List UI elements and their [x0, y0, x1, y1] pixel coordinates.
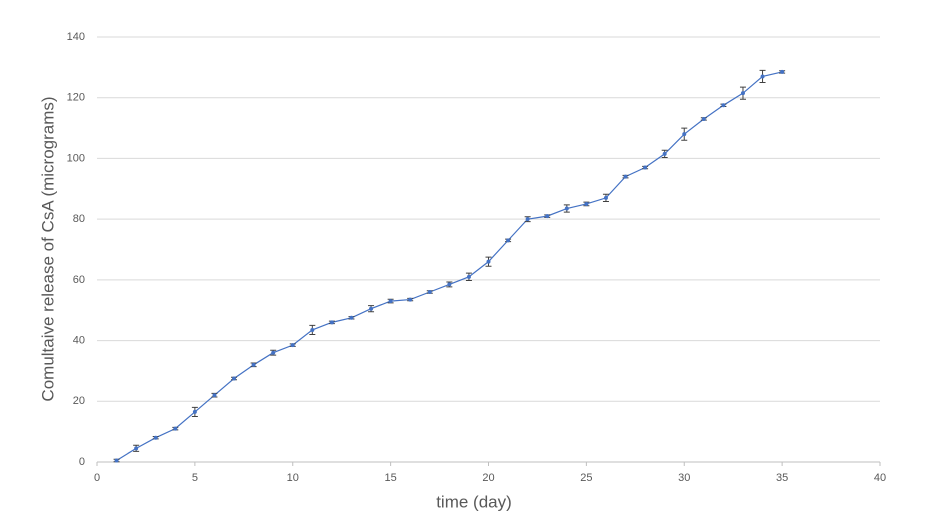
data-point — [232, 376, 237, 381]
data-point — [173, 426, 178, 431]
data-point — [466, 274, 471, 279]
y-tick-label: 80 — [73, 213, 85, 225]
x-tick-label: 25 — [580, 472, 592, 484]
data-point — [329, 320, 334, 325]
data-point — [192, 409, 197, 414]
data-point — [369, 306, 374, 311]
data-point — [525, 217, 530, 222]
data-point — [662, 151, 667, 156]
data-point — [780, 69, 785, 74]
x-tick-label: 20 — [482, 472, 494, 484]
data-point — [603, 195, 608, 200]
data-point — [427, 290, 432, 294]
data-point — [408, 297, 413, 302]
y-tick-label: 40 — [73, 334, 85, 346]
y-tick-label: 0 — [79, 456, 85, 468]
x-tick-label: 15 — [385, 472, 397, 484]
data-point — [447, 282, 452, 287]
data-line — [116, 71, 783, 461]
data-point — [721, 103, 726, 108]
data-point — [153, 435, 158, 440]
x-tick-label: 0 — [94, 472, 100, 484]
y-tick-label: 120 — [67, 92, 85, 104]
data-point — [584, 201, 589, 206]
data-point — [212, 393, 217, 398]
data-point — [134, 446, 139, 451]
y-tick-label: 20 — [73, 395, 85, 407]
y-tick-label: 60 — [73, 274, 85, 286]
data-point — [349, 315, 354, 320]
data-point — [290, 343, 295, 348]
data-point — [310, 327, 315, 332]
x-tick-label: 35 — [776, 472, 788, 484]
data-point — [486, 259, 491, 264]
data-point — [388, 299, 393, 304]
y-tick-label: 100 — [67, 152, 85, 164]
x-tick-label: 40 — [874, 472, 886, 484]
data-point — [701, 116, 706, 121]
data-point — [740, 91, 745, 96]
x-tick-label: 10 — [287, 472, 299, 484]
data-point — [545, 214, 550, 219]
x-tick-label: 30 — [678, 472, 690, 484]
x-axis-title: time (day) — [436, 492, 512, 511]
data-point — [682, 132, 687, 137]
y-tick-label: 140 — [67, 31, 85, 43]
data-point — [760, 74, 765, 79]
data-point — [643, 165, 648, 170]
data-point — [506, 238, 511, 243]
data-point — [114, 458, 119, 463]
data-point — [251, 362, 256, 367]
y-axis-title: Comultaive release of CsA (micrograms) — [38, 96, 57, 401]
data-point — [623, 174, 628, 179]
data-point — [564, 206, 569, 211]
x-tick-label: 5 — [192, 472, 198, 484]
data-point — [271, 350, 276, 355]
